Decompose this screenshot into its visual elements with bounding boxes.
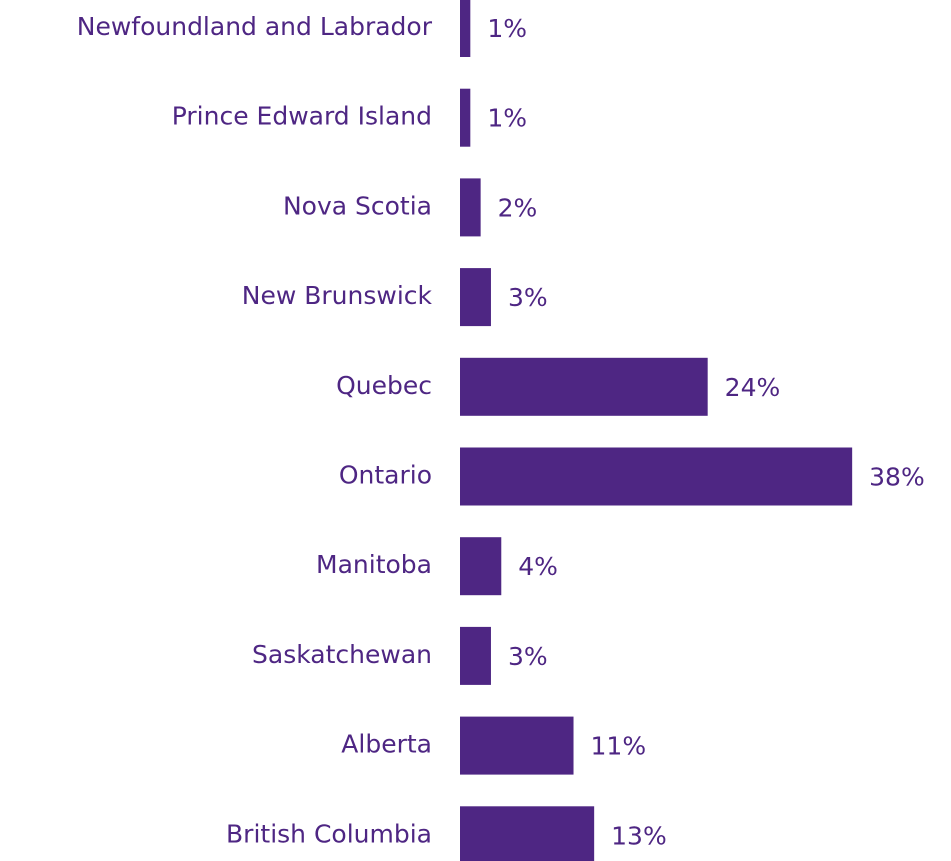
category-label: Ontario [339,461,432,490]
value-label: 13% [611,821,667,850]
bar [460,447,853,506]
bar [460,537,502,596]
category-label: Prince Edward Island [172,102,432,131]
value-label: 1% [487,14,527,43]
value-label: 38% [869,463,925,492]
category-label: Nova Scotia [283,191,432,220]
value-label: 11% [591,732,647,761]
bar [460,88,471,147]
value-label: 24% [725,373,781,402]
value-label: 3% [508,283,548,312]
category-label: Quebec [336,371,432,400]
value-label: 4% [518,552,558,581]
value-label: 3% [508,642,548,671]
category-label: Alberta [341,730,432,759]
bar [460,716,574,775]
category-label: Manitoba [316,550,432,579]
value-label: 1% [487,104,527,133]
category-label: Saskatchewan [252,640,432,669]
category-label: Newfoundland and Labrador [77,12,433,41]
bar [460,626,491,685]
bar [460,357,708,416]
bar [460,806,595,861]
bar [460,0,471,57]
bar [460,178,481,237]
value-label: 2% [498,193,538,222]
bar [460,268,491,327]
category-label: New Brunswick [242,281,433,310]
category-label: British Columbia [226,819,432,848]
